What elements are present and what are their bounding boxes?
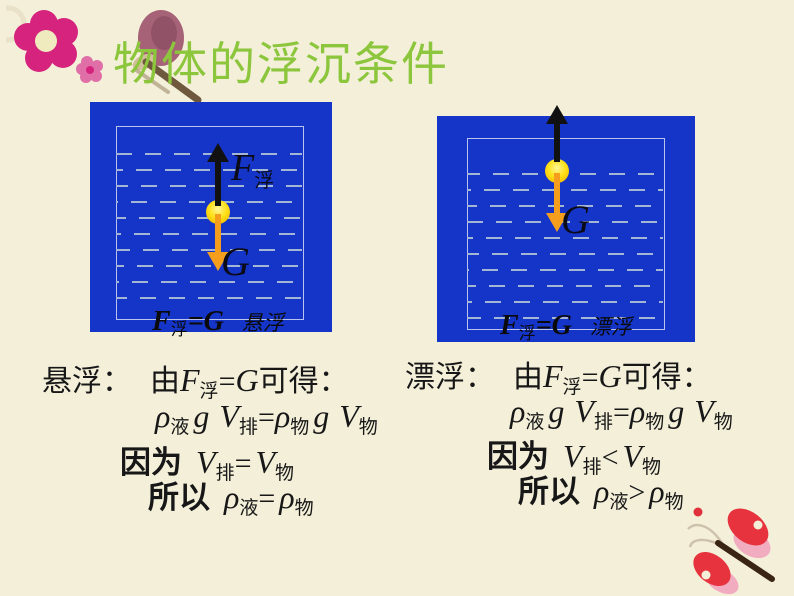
gravity-arrow	[554, 173, 560, 215]
gravity-arrow	[215, 214, 221, 254]
suspension-heading: 悬浮： 由F浮=G可得：	[42, 362, 349, 402]
floating-equation: ρ液 g V排=ρ物 g V物	[510, 393, 733, 433]
suspension-tank-wall	[116, 126, 304, 320]
gravity-label: G	[221, 239, 250, 284]
rosebud-decoration	[132, 10, 202, 104]
floating-caption: F浮=G 漂浮	[500, 310, 632, 343]
buoyancy-arrowhead	[546, 105, 568, 124]
butterfly-decoration	[687, 507, 775, 595]
buoyancy-arrowhead	[207, 143, 229, 162]
gravity-arrowhead	[546, 213, 568, 232]
suspension-caption: F浮=G 悬浮	[152, 306, 284, 339]
floating-therefore: 所以 ρ液> ρ物	[518, 473, 684, 513]
suspension-equation: ρ液 g V排=ρ物 g V物	[155, 398, 378, 438]
gravity-label: G	[561, 197, 590, 242]
suspension-therefore: 所以 ρ液= ρ物	[148, 479, 314, 519]
water-dashes	[467, 173, 663, 319]
floating-tank-wall	[467, 138, 665, 330]
suspension-because: 因为 V排= V物	[120, 444, 295, 484]
flower-decoration	[6, 5, 103, 83]
page-title: 物体的浮沉条件	[113, 39, 449, 90]
buoyancy-arrow	[215, 160, 221, 206]
floating-heading: 漂浮： 由F浮=G可得：	[405, 358, 712, 398]
floating-because: 因为 V排< V物	[487, 438, 662, 478]
buoyancy-arrow	[554, 122, 560, 162]
gravity-arrowhead	[207, 252, 229, 271]
buoyancy-label: F浮	[231, 147, 275, 192]
